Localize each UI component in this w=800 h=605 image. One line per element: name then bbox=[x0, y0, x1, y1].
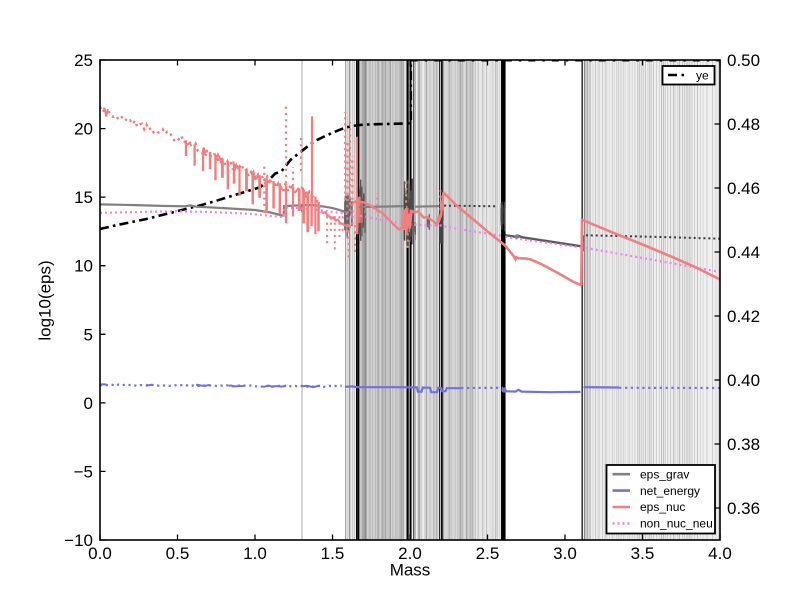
svg-text:log10(eps): log10(eps) bbox=[36, 260, 55, 340]
svg-text:eps_grav: eps_grav bbox=[640, 467, 689, 481]
svg-text:−5: −5 bbox=[74, 462, 93, 481]
svg-text:0.0: 0.0 bbox=[88, 544, 112, 563]
svg-text:0.40: 0.40 bbox=[727, 371, 760, 390]
svg-text:15: 15 bbox=[74, 188, 93, 207]
svg-text:ye: ye bbox=[696, 69, 709, 83]
svg-text:0.48: 0.48 bbox=[727, 115, 760, 134]
svg-text:0.50: 0.50 bbox=[727, 51, 760, 70]
svg-text:2.5: 2.5 bbox=[476, 544, 500, 563]
svg-text:5: 5 bbox=[84, 325, 93, 344]
svg-text:net_energy: net_energy bbox=[640, 484, 700, 498]
svg-text:non_nuc_neu: non_nuc_neu bbox=[640, 517, 713, 531]
svg-text:3.5: 3.5 bbox=[631, 544, 655, 563]
svg-text:0.46: 0.46 bbox=[727, 179, 760, 198]
svg-text:0.38: 0.38 bbox=[727, 435, 760, 454]
svg-text:1.5: 1.5 bbox=[321, 544, 345, 563]
svg-text:10: 10 bbox=[74, 257, 93, 276]
svg-text:2.0: 2.0 bbox=[398, 544, 422, 563]
svg-text:0.5: 0.5 bbox=[166, 544, 190, 563]
svg-text:0: 0 bbox=[84, 394, 93, 413]
svg-text:25: 25 bbox=[74, 51, 93, 70]
svg-text:20: 20 bbox=[74, 120, 93, 139]
svg-text:0.44: 0.44 bbox=[727, 243, 760, 262]
svg-text:3.0: 3.0 bbox=[553, 544, 577, 563]
svg-text:0.42: 0.42 bbox=[727, 307, 760, 326]
svg-text:1.0: 1.0 bbox=[243, 544, 267, 563]
svg-text:−10: −10 bbox=[64, 531, 93, 550]
svg-text:0.36: 0.36 bbox=[727, 499, 760, 518]
svg-text:Mass: Mass bbox=[390, 561, 431, 580]
svg-text:eps_nuc: eps_nuc bbox=[640, 500, 685, 514]
svg-text:4.0: 4.0 bbox=[708, 544, 732, 563]
